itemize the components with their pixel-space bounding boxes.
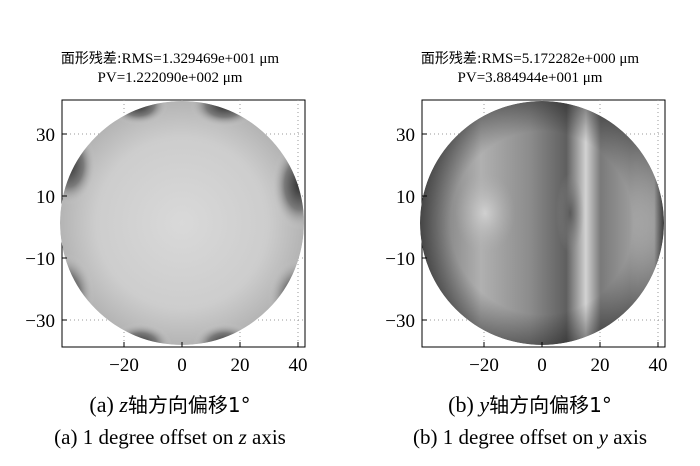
caption-english: (b) 1 degree offset on y axis [412,425,648,449]
residual-label: 面形残差: [420,51,482,67]
x-tick-label: −20 [109,355,139,376]
caption-chinese: (b) y轴方向偏移1° [448,392,612,417]
residual-label: 面形残差: [60,51,122,67]
y-tick-label: −30 [385,311,415,332]
x-tick-label: 40 [289,355,308,376]
caption-english: (a) 1 degree offset on z axis [54,425,286,449]
axis-letter: z [238,425,247,449]
y-tick-label: −30 [25,311,55,332]
x-tick-label: 20 [231,355,250,376]
y-tick-label: 10 [396,187,415,208]
rms-header: 面形残差:RMS=5.172282e+000 μm [360,48,700,68]
x-tick-label: 0 [537,355,547,376]
axis-letter: y [598,425,608,449]
y-tick-label: −10 [385,249,415,270]
pv-value: PV=3.884944e+001 μm [457,70,603,86]
axis-letter: z [119,392,128,417]
subfigure-b: 面形残差:RMS=5.172282e+000 μm PV=3.884944e+0… [360,0,700,466]
rms-header: 面形残差:RMS=1.329469e+001 μm [0,48,340,68]
y-tick-label: 30 [396,125,415,146]
y-tick-label: 10 [36,187,55,208]
y-tick-label: −10 [25,249,55,270]
rms-value: RMS=5.172282e+000 μm [481,51,640,67]
axis-letter: y [479,392,490,417]
pv-value: PV=1.222090e+002 μm [97,70,243,86]
residual-disc [420,101,664,345]
caption-chinese: (a) z轴方向偏移1° [89,392,251,417]
surface-residual-plot: 30 10 −10 −30 −20 0 20 40 [385,99,668,376]
x-tick-label: 0 [177,355,187,376]
rms-value: RMS=1.329469e+001 μm [121,51,280,67]
x-tick-label: −20 [469,355,499,376]
y-tick-label: 30 [36,125,55,146]
x-tick-label: 20 [591,355,610,376]
x-tick-label: 40 [649,355,668,376]
subfigure-a: 面形残差:RMS=1.329469e+001 μm PV=1.222090e+0… [0,48,340,449]
surface-residual-plot: 30 10 −10 −30 −20 0 20 40 [25,99,308,376]
